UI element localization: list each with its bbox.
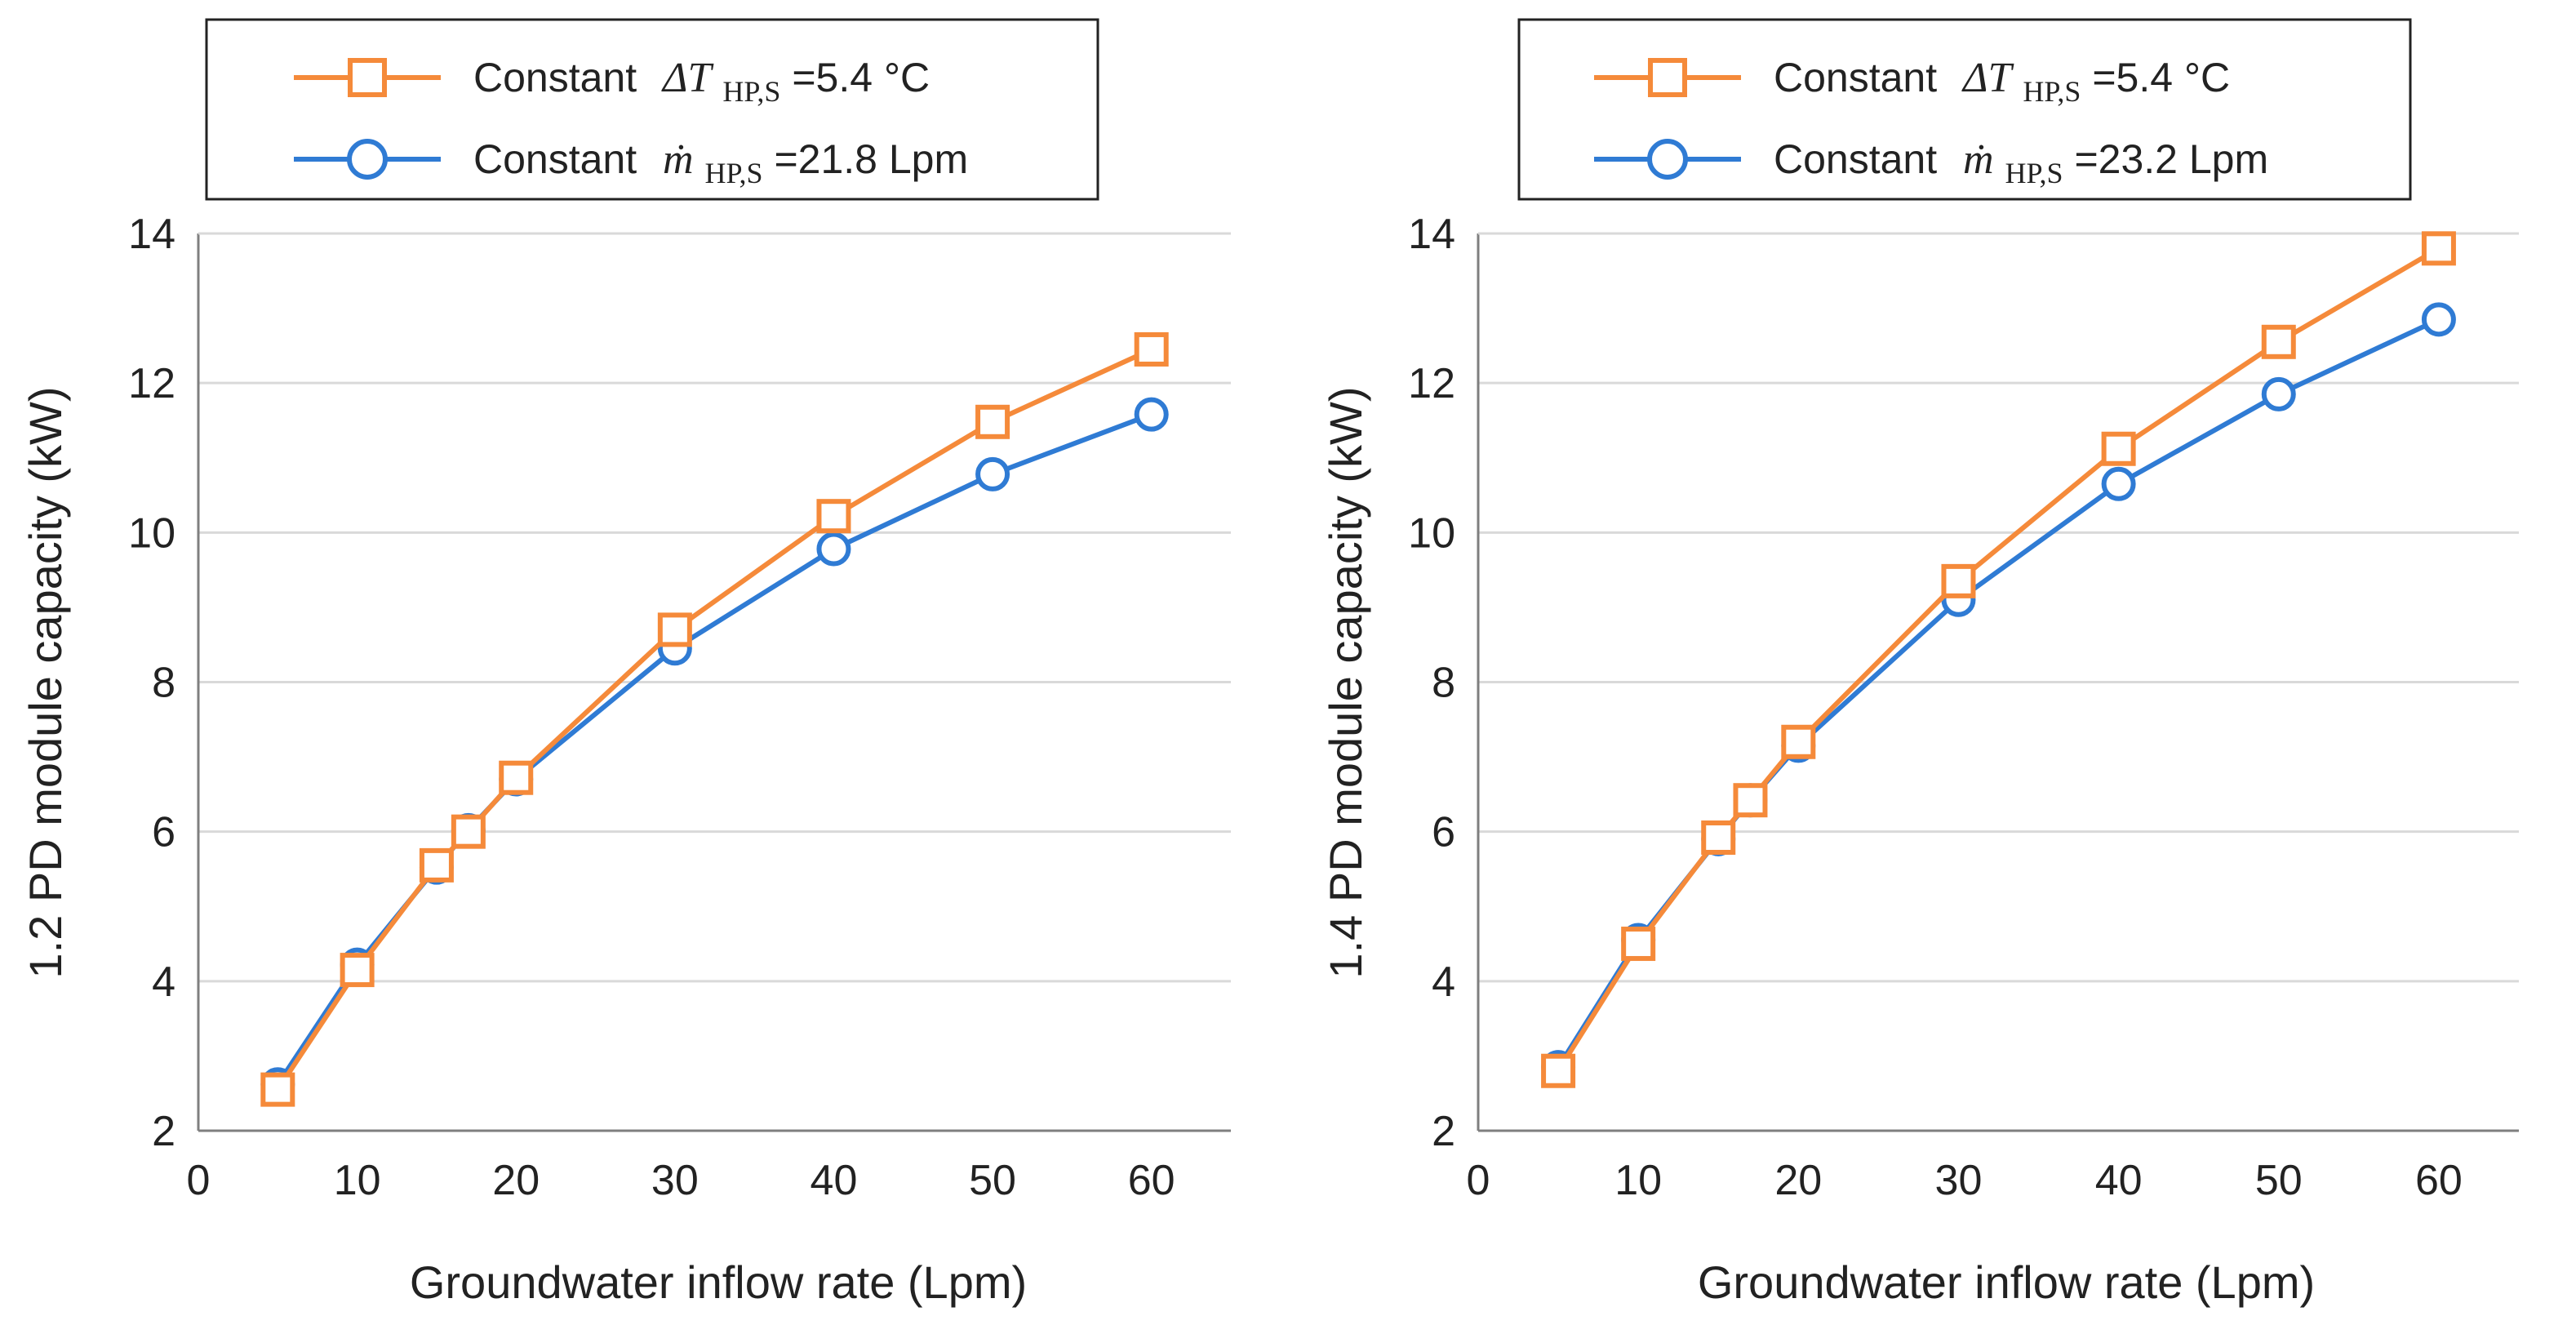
legend-circle-marker	[1647, 139, 1688, 180]
data-point-circle	[975, 456, 1010, 491]
legend-circle-marker	[347, 139, 388, 180]
data-point-square	[340, 953, 375, 988]
x-axis-title: Groundwater inflow rate (Lpm)	[1698, 1256, 2315, 1308]
data-point-square	[499, 760, 534, 795]
legend: Constant ΔT HP,S =5.4 °C Constant ṁ HP,S…	[205, 18, 1099, 201]
y-tick-label: 2	[152, 1108, 175, 1155]
x-tick-label: 40	[811, 1157, 858, 1204]
x-tick-label: 30	[651, 1157, 699, 1204]
x-tick-label: 20	[492, 1157, 540, 1204]
data-point-square	[657, 612, 692, 647]
data-point-square	[1541, 1053, 1576, 1088]
chart-panel-right: Constant ΔT HP,S =5.4 °C Constant ṁ HP,S…	[1288, 0, 2576, 1334]
legend-label-series-a-suffix: =5.4 °C	[2092, 55, 2230, 100]
chart-panel-left: Constant ΔT HP,S =5.4 °C Constant ṁ HP,S…	[20, 18, 1231, 1308]
data-point-square	[1701, 820, 1736, 855]
legend-label-series-b-suffix: =21.8 Lpm	[774, 136, 968, 182]
legend-label-series-a-symbol: ΔT	[1961, 55, 2014, 101]
data-point-square	[2421, 231, 2456, 266]
series-line-constant-dt	[275, 347, 1153, 1092]
y-tick-label: 10	[1408, 509, 1455, 557]
legend-label-series-b-subscript: HP,S	[2005, 157, 2063, 189]
legend-label-series-a-symbol: ΔT	[661, 55, 714, 101]
legend-label-series-b-symbol: ṁ	[1963, 136, 1994, 183]
y-tick-label: 2	[1432, 1108, 1455, 1155]
x-tick-label: 0	[187, 1157, 211, 1204]
y-tick-label: 14	[128, 211, 175, 258]
plot-area: 2 4 6 8 10 12 14 0 10 20 30 40 50 60	[1408, 211, 2519, 1204]
legend-label-series-a-subscript: HP,S	[2023, 75, 2081, 108]
legend-label-series-a-suffix: =5.4 °C	[792, 55, 930, 100]
x-tick-label: 50	[2255, 1157, 2303, 1204]
svg-text:Constant ṁ HP,: Constant ṁ HP,S =23.2 Lpm	[1774, 136, 2268, 192]
data-point-circle	[2261, 376, 2296, 411]
data-point-square	[2101, 431, 2136, 466]
legend-square-marker	[1648, 58, 1687, 97]
x-tick-label: 0	[1467, 1157, 1490, 1204]
x-tick-label: 20	[1774, 1157, 1822, 1204]
legend-label-series-b-subscript: HP,S	[705, 157, 763, 189]
data-point-square	[260, 1072, 295, 1107]
chart-left: Constant ΔT HP,S =5.4 °C Constant ṁ HP,S…	[20, 18, 1231, 1308]
legend-square-marker	[348, 58, 387, 97]
legend-label-series-a-subscript: HP,S	[722, 75, 780, 108]
legend-label-series-b-symbol: ṁ	[663, 136, 694, 183]
data-point-square	[1733, 783, 1768, 818]
data-point-square	[451, 814, 486, 849]
legend-label-series-b-suffix: =23.2 Lpm	[2074, 136, 2268, 182]
data-point-circle	[816, 531, 851, 567]
y-tick-label: 6	[152, 809, 175, 856]
legend-label-series-b-prefix: Constant	[473, 136, 637, 182]
y-axis-title: 1.4 PD module capacity (kW)	[1320, 386, 1371, 978]
data-point-square	[419, 847, 454, 883]
y-tick-label: 8	[1432, 660, 1455, 707]
legend: Constant ΔT HP,S =5.4 °C Constant ṁ HP,S…	[1517, 18, 2412, 201]
data-point-circle	[2421, 302, 2456, 337]
data-point-square	[816, 499, 851, 534]
y-axis-title: 1.2 PD module capacity (kW)	[20, 386, 71, 978]
legend-label-series-b-prefix: Constant	[1774, 136, 1937, 182]
plot-area: 2 4 6 8 10 12 14 0 10 20 30 40 50 60	[128, 211, 1231, 1204]
data-point-square	[1941, 563, 1976, 598]
data-point-square	[2261, 324, 2296, 359]
legend-label-series-a-prefix: Constant	[1774, 55, 1937, 100]
y-tick-label: 6	[1432, 809, 1455, 856]
x-tick-label: 60	[2415, 1157, 2463, 1204]
data-point-square	[1621, 927, 1656, 962]
series-line-constant-dt	[1556, 246, 2441, 1073]
x-tick-label: 10	[1614, 1157, 1662, 1204]
legend-label-series-a-prefix: Constant	[473, 55, 637, 100]
x-tick-label: 60	[1128, 1157, 1175, 1204]
data-point-circle	[1134, 397, 1169, 432]
chart-right: Constant ΔT HP,S =5.4 °C Constant ṁ HP,S…	[1320, 18, 2519, 1308]
y-tick-label: 14	[1408, 211, 1455, 258]
data-point-circle	[2101, 466, 2136, 501]
data-point-square	[975, 404, 1010, 439]
x-tick-label: 40	[2095, 1157, 2143, 1204]
x-tick-label: 30	[1935, 1157, 1983, 1204]
y-tick-label: 12	[1408, 360, 1455, 407]
y-tick-label: 4	[1432, 958, 1455, 1006]
y-tick-label: 12	[128, 360, 175, 407]
y-tick-label: 8	[152, 660, 175, 707]
x-axis-title: Groundwater inflow rate (Lpm)	[410, 1256, 1027, 1308]
x-tick-label: 50	[969, 1157, 1016, 1204]
data-point-square	[1781, 724, 1816, 759]
svg-text:Constant ΔT HP: Constant ΔT HP,S =5.4 °C	[1774, 55, 2230, 110]
data-point-square	[1134, 331, 1169, 367]
y-tick-label: 4	[152, 958, 175, 1006]
series-line-constant-flow	[275, 411, 1153, 1086]
x-tick-label: 10	[334, 1157, 381, 1204]
svg-text:Constant ṁ HP,: Constant ṁ HP,S =21.8 Lpm	[473, 136, 968, 192]
series-line-constant-flow	[1556, 317, 2441, 1069]
y-tick-label: 10	[128, 509, 175, 557]
svg-text:Constant ΔT HP: Constant ΔT HP,S =5.4 °C	[473, 55, 930, 110]
